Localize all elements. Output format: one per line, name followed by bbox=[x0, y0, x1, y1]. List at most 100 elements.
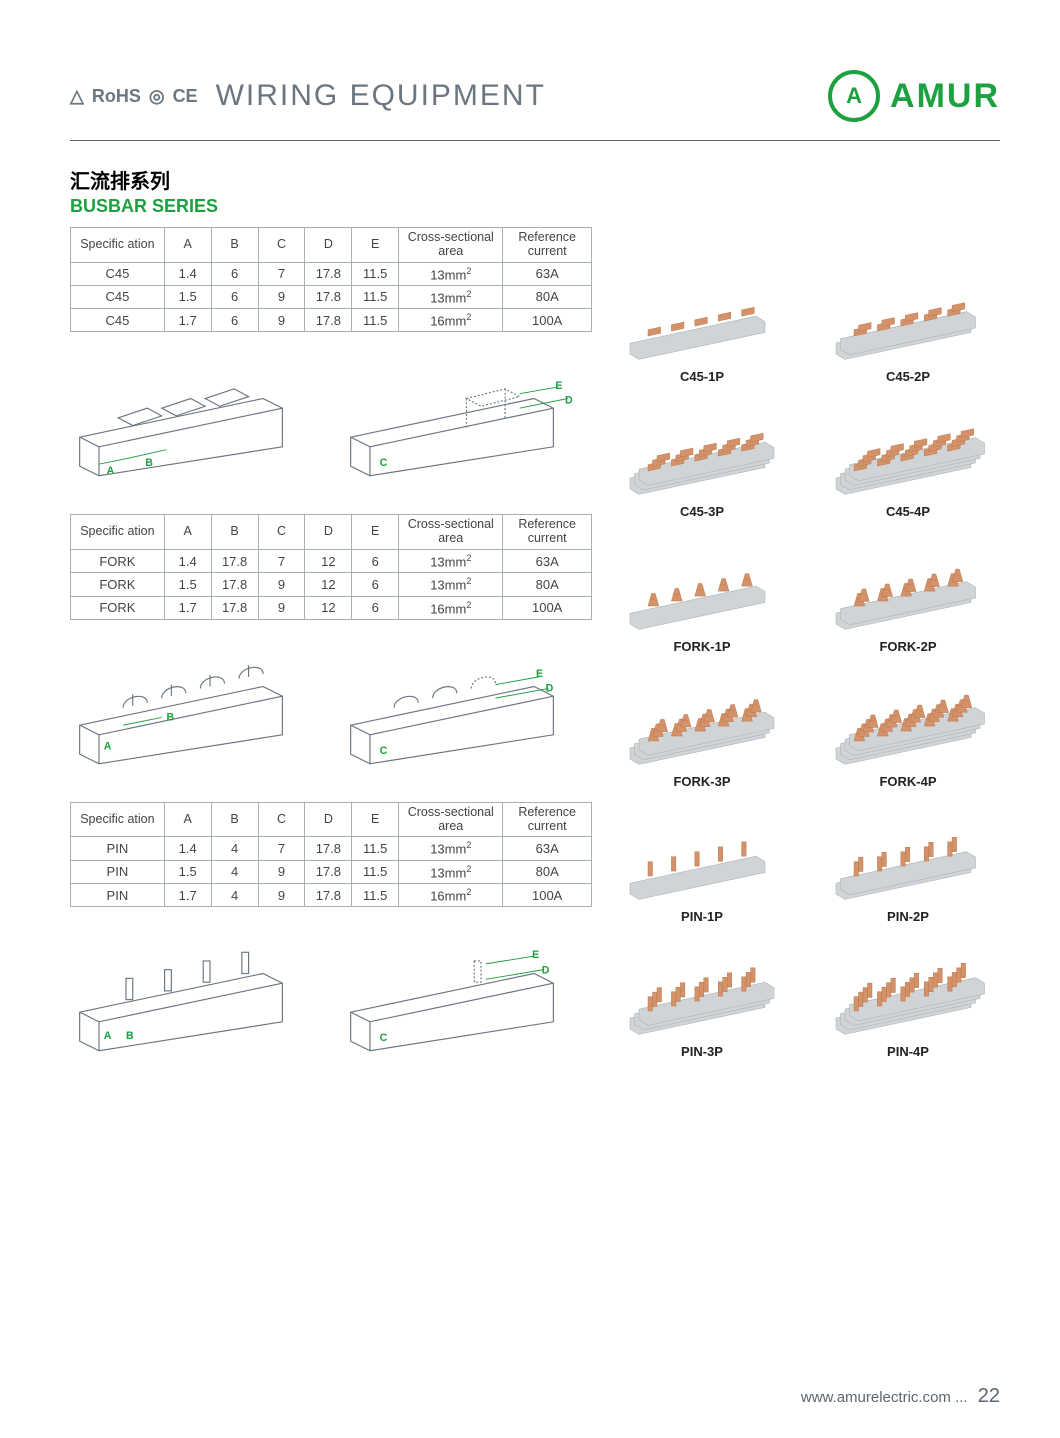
brand-logo-icon: A bbox=[828, 70, 880, 122]
table-cell: 1.4 bbox=[164, 549, 211, 572]
product-label: PIN-3P bbox=[610, 1044, 794, 1059]
dim-label-B: B bbox=[167, 711, 175, 723]
table-cell: 16mm2 bbox=[399, 309, 503, 332]
diagram-pin-left: A B bbox=[70, 923, 321, 1053]
table-cell: 11.5 bbox=[352, 837, 399, 860]
table-cell: 12 bbox=[305, 596, 352, 619]
product-thumb bbox=[610, 803, 794, 903]
table-header: D bbox=[305, 802, 352, 837]
page-number: 22 bbox=[978, 1385, 1000, 1407]
table-cell: 7 bbox=[258, 837, 305, 860]
table-cell: 11.5 bbox=[352, 309, 399, 332]
product-thumb bbox=[610, 398, 794, 498]
table-cell: 9 bbox=[258, 309, 305, 332]
product-row: FORK-3P FORK-4P bbox=[610, 668, 1000, 789]
table-cell: 6 bbox=[211, 262, 258, 285]
table-header: E bbox=[352, 228, 399, 263]
product-label: C45-3P bbox=[610, 504, 794, 519]
product-label: C45-1P bbox=[610, 369, 794, 384]
table-cell: 6 bbox=[211, 309, 258, 332]
table-cell: 100A bbox=[503, 596, 592, 619]
table-cell: 12 bbox=[305, 549, 352, 572]
product-thumb bbox=[816, 803, 1000, 903]
header-left: △ RoHS ◎ CE WIRING EQUIPMENT bbox=[70, 79, 546, 113]
product-cell: FORK-2P bbox=[816, 533, 1000, 654]
left-column: Specific ationABCDECross-sectional areaR… bbox=[70, 227, 592, 1059]
dim-label-B: B bbox=[126, 1031, 134, 1043]
table-cell: 63A bbox=[503, 549, 592, 572]
table-cell: 7 bbox=[258, 262, 305, 285]
table-cell: PIN bbox=[71, 860, 165, 883]
table-row: FORK1.517.8912613mm280A bbox=[71, 573, 592, 596]
table-cell: 9 bbox=[258, 884, 305, 907]
table-cell: 13mm2 bbox=[399, 573, 503, 596]
dim-label-A: A bbox=[104, 740, 112, 752]
brand-name: AMUR bbox=[890, 77, 1000, 116]
table-cell: 63A bbox=[503, 262, 592, 285]
product-thumb bbox=[610, 668, 794, 768]
dim-label-D: D bbox=[546, 682, 554, 694]
cert-mark-ccc: ◎ bbox=[149, 86, 165, 107]
product-row: C45-1P C45-2P bbox=[610, 263, 1000, 384]
table-cell: C45 bbox=[71, 309, 165, 332]
dim-label-C: C bbox=[380, 745, 388, 757]
diagram-fork-left: A B bbox=[70, 636, 321, 766]
product-cell: FORK-3P bbox=[610, 668, 794, 789]
table-cell: C45 bbox=[71, 285, 165, 308]
product-cell: C45-4P bbox=[816, 398, 1000, 519]
product-label: C45-4P bbox=[816, 504, 1000, 519]
table-cell: 13mm2 bbox=[399, 837, 503, 860]
product-cell: PIN-3P bbox=[610, 938, 794, 1059]
dim-label-B: B bbox=[145, 458, 153, 470]
product-thumb bbox=[816, 938, 1000, 1038]
table-cell: 12 bbox=[305, 573, 352, 596]
table-header: Reference current bbox=[503, 228, 592, 263]
table-header: B bbox=[211, 802, 258, 837]
table-header: Specific ation bbox=[71, 228, 165, 263]
table-cell: 100A bbox=[503, 884, 592, 907]
product-cell: C45-3P bbox=[610, 398, 794, 519]
product-label: PIN-1P bbox=[610, 909, 794, 924]
product-thumb bbox=[816, 398, 1000, 498]
product-cell: PIN-4P bbox=[816, 938, 1000, 1059]
table-header: C bbox=[258, 515, 305, 550]
product-label: FORK-3P bbox=[610, 774, 794, 789]
table-cell: FORK bbox=[71, 549, 165, 572]
table-cell: 1.5 bbox=[164, 285, 211, 308]
table-cell: 1.5 bbox=[164, 573, 211, 596]
product-label: FORK-1P bbox=[610, 639, 794, 654]
diagram-c45-right: C D E bbox=[341, 348, 592, 478]
spec-table-c45: Specific ationABCDECross-sectional areaR… bbox=[70, 227, 592, 332]
table-cell: 9 bbox=[258, 285, 305, 308]
table-cell: 17.8 bbox=[305, 309, 352, 332]
product-row: FORK-1P FORK-2P bbox=[610, 533, 1000, 654]
dim-label-C: C bbox=[380, 1033, 388, 1045]
table-cell: PIN bbox=[71, 884, 165, 907]
table-cell: 9 bbox=[258, 860, 305, 883]
product-thumb bbox=[816, 668, 1000, 768]
diagram-pin-right: C D E bbox=[341, 923, 592, 1053]
dim-label-D: D bbox=[542, 965, 550, 977]
table-row: PIN1.74917.811.516mm2100A bbox=[71, 884, 592, 907]
product-thumb bbox=[610, 263, 794, 363]
table-header: Specific ation bbox=[71, 802, 165, 837]
page-footer: www.amurelectric.com ... 22 bbox=[801, 1385, 1000, 1408]
table-cell: 17.8 bbox=[305, 262, 352, 285]
table-cell: 17.8 bbox=[211, 573, 258, 596]
table-cell: FORK bbox=[71, 596, 165, 619]
spec-table-pin: Specific ationABCDECross-sectional areaR… bbox=[70, 802, 592, 907]
table-cell: 17.8 bbox=[211, 549, 258, 572]
cert-mark-triangle: △ bbox=[70, 86, 84, 107]
product-cell: C45-2P bbox=[816, 263, 1000, 384]
table-cell: 17.8 bbox=[211, 596, 258, 619]
table-cell: 4 bbox=[211, 884, 258, 907]
product-label: FORK-2P bbox=[816, 639, 1000, 654]
table-cell: 1.5 bbox=[164, 860, 211, 883]
brand: A AMUR bbox=[828, 70, 1000, 122]
diagram-row-pin: A B bbox=[70, 923, 592, 1053]
dim-label-D: D bbox=[565, 395, 573, 407]
table-cell: 17.8 bbox=[305, 837, 352, 860]
diagram-row-fork: A B bbox=[70, 636, 592, 766]
table-cell: 6 bbox=[352, 573, 399, 596]
product-cell: FORK-1P bbox=[610, 533, 794, 654]
